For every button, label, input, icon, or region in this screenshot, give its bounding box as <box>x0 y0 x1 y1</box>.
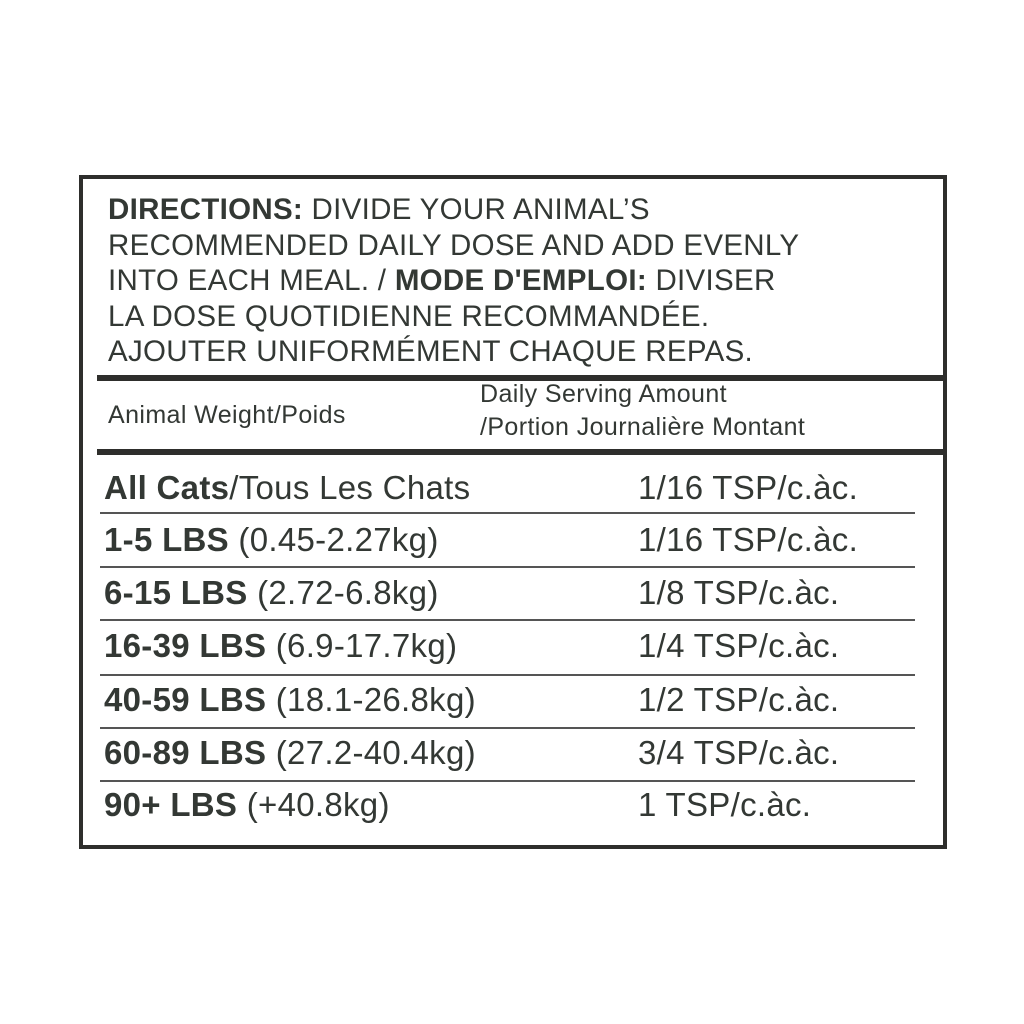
directions-line-4: LA DOSE QUOTIDIENNE RECOMMANDÉE. <box>108 302 709 332</box>
directions-line-1: DIRECTIONS: DIVIDE YOUR ANIMAL’S <box>108 195 650 225</box>
header-weight: Animal Weight/Poids <box>108 401 346 429</box>
divider <box>97 449 943 455</box>
directions-line-5: AJOUTER UNIFORMÉMENT CHAQUE REPAS. <box>108 337 753 367</box>
weight-lbs: 16-39 LBS <box>104 627 267 664</box>
label-frame <box>79 175 947 849</box>
weight-lbs: All Cats <box>104 469 230 506</box>
directions-heading: DIRECTIONS: <box>108 193 304 226</box>
row-amount: 1/2 TSP/c.àc. <box>638 681 840 718</box>
row-divider <box>100 566 915 568</box>
directions-text: DIVISER <box>646 264 776 297</box>
weight-lbs: 1-5 LBS <box>104 521 229 558</box>
directions-text: DIVIDE YOUR ANIMAL’S <box>303 193 650 226</box>
header-amount-line1: Daily Serving Amount <box>480 380 728 408</box>
row-divider <box>100 674 915 676</box>
row-weight: 60-89 LBS (27.2-40.4kg) <box>104 734 476 772</box>
directions-text: AJOUTER UNIFORMÉMENT CHAQUE REPAS. <box>108 335 754 368</box>
row-weight: 1-5 LBS (0.45-2.27kg) <box>104 521 439 559</box>
row-divider <box>100 780 915 782</box>
weight-lbs: 90+ LBS <box>104 786 238 823</box>
weight-kg: (2.72-6.8kg) <box>247 574 439 611</box>
row-divider <box>100 619 915 621</box>
row-divider <box>100 727 915 729</box>
header-amount-line2: /Portion Journalière Montant <box>480 413 806 441</box>
row-weight: 6-15 LBS (2.72-6.8kg) <box>104 574 439 612</box>
divider <box>97 375 943 381</box>
directions-text: LA DOSE QUOTIDIENNE RECOMMANDÉE. <box>108 300 710 333</box>
weight-lbs: 6-15 LBS <box>104 574 248 611</box>
weight-kg: (0.45-2.27kg) <box>228 521 439 558</box>
row-amount: 1/4 TSP/c.àc. <box>638 627 840 664</box>
weight-kg: (18.1-26.8kg) <box>266 681 476 718</box>
row-amount: 1/16 TSP/c.àc. <box>638 469 859 506</box>
weight-lbs: 60-89 LBS <box>104 734 267 771</box>
row-weight: 40-59 LBS (18.1-26.8kg) <box>104 681 476 719</box>
row-divider <box>100 512 915 514</box>
directions-text: RECOMMENDED DAILY DOSE AND ADD EVENLY <box>108 229 800 262</box>
row-weight: All Cats/Tous Les Chats <box>104 469 470 507</box>
directions-line-2: RECOMMENDED DAILY DOSE AND ADD EVENLY <box>108 231 799 261</box>
row-amount: 1 TSP/c.àc. <box>638 786 812 823</box>
weight-kg: (6.9-17.7kg) <box>266 627 458 664</box>
row-amount: 1/16 TSP/c.àc. <box>638 521 859 558</box>
weight-lbs: 40-59 LBS <box>104 681 267 718</box>
row-weight: 16-39 LBS (6.9-17.7kg) <box>104 627 457 665</box>
row-amount: 1/8 TSP/c.àc. <box>638 574 840 611</box>
weight-kg: /Tous Les Chats <box>229 469 471 506</box>
directions-line-3: INTO EACH MEAL. / MODE D'EMPLOI: DIVISER <box>108 266 776 296</box>
weight-kg: (+40.8kg) <box>237 786 390 823</box>
weight-kg: (27.2-40.4kg) <box>266 734 476 771</box>
row-amount: 3/4 TSP/c.àc. <box>638 734 840 771</box>
row-weight: 90+ LBS (+40.8kg) <box>104 786 390 824</box>
mode-emploi-heading: MODE D'EMPLOI: <box>394 264 647 297</box>
directions-text: INTO EACH MEAL. / <box>108 264 395 297</box>
